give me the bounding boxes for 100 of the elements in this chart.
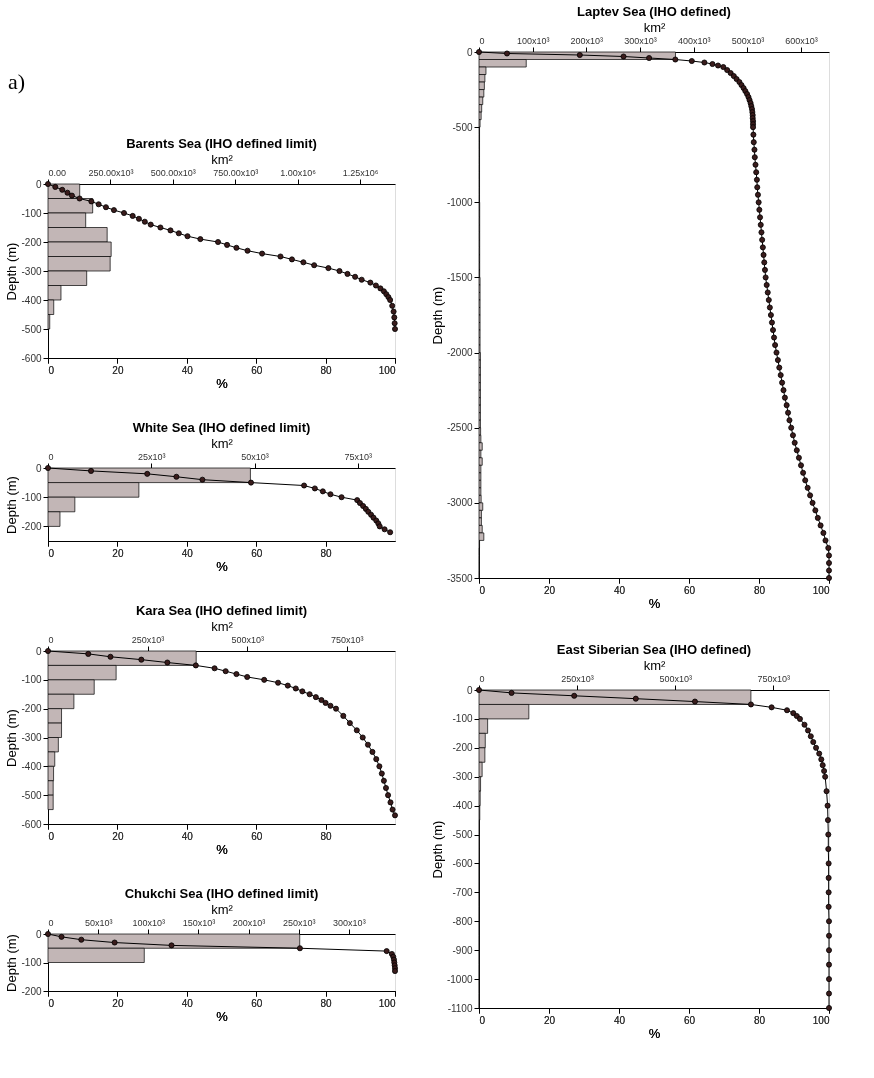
x-tick-label: 80 (753, 584, 766, 596)
x-axis-title: % (648, 595, 661, 611)
x-tick-label: 80 (320, 547, 333, 559)
x2-axis-title: km² (643, 657, 666, 673)
x-tick-label: 80 (753, 1014, 766, 1026)
x-tick-label: 60 (683, 1014, 696, 1026)
x-axis-title: % (648, 1025, 661, 1041)
chart-title: Kara Sea (IHO defined limit) (135, 603, 308, 618)
x2-axis-title: km² (211, 618, 234, 634)
x2-axis-title: km² (643, 19, 666, 35)
y-tick-label: -200 (21, 703, 42, 715)
x-axis-title: % (216, 1008, 229, 1024)
y-tick-label: -500 (452, 829, 473, 841)
x2-tick-label: 1.25x10⁶ (342, 167, 379, 178)
x2-tick-label: 75x10³ (344, 451, 373, 462)
chart-title: Chukchi Sea (IHO defined limit) (124, 886, 319, 901)
y-tick-label: -1500 (446, 271, 473, 283)
x2-tick-label: 25x10³ (138, 451, 166, 462)
y-axis-title: Depth (m) (429, 820, 445, 879)
x-axis-title: % (216, 558, 229, 574)
y-tick-label: -300 (21, 265, 42, 277)
y-tick-label: -300 (21, 732, 42, 743)
y-tick-label: -500 (21, 323, 42, 335)
x2-tick-label: 0 (48, 634, 54, 645)
y-tick-label: -100 (452, 713, 473, 725)
y-tick-label: -100 (21, 674, 42, 686)
y-tick-label: -1000 (446, 973, 473, 985)
x2-tick-label: 500x10³ (731, 35, 765, 46)
chart-title: Barents Sea (IHO defined limit) (126, 136, 317, 151)
x-tick-label: 40 (181, 364, 194, 376)
y-tick-label: -100 (21, 207, 42, 219)
x2-tick-label: 100x10³ (516, 35, 550, 46)
x-tick-label: 0 (479, 1014, 486, 1026)
y-tick-label: -800 (452, 915, 473, 927)
x2-tick-label: 400x10³ (677, 35, 711, 46)
x-tick-label: 20 (112, 547, 124, 559)
x-tick-label: 100 (812, 584, 830, 596)
x-tick-label: 0 (48, 364, 55, 376)
x-axis-title: % (216, 841, 229, 857)
x2-tick-label: 0.00 (48, 167, 67, 178)
x2-tick-label: 250x10³ (561, 673, 594, 684)
chart-title: East Siberian Sea (IHO defined) (556, 642, 752, 657)
x-tick-label: 60 (251, 364, 263, 376)
y-tick-label: -600 (21, 818, 42, 830)
x-tick-label: 40 (181, 830, 194, 842)
x-tick-label: 80 (320, 997, 333, 1009)
y-tick-label: 0 (35, 462, 42, 474)
x2-tick-label: 0 (479, 35, 485, 46)
x-tick-label: 60 (251, 997, 263, 1009)
y-axis-title: Depth (m) (4, 242, 20, 301)
x2-tick-label: 300x10³ (333, 917, 366, 928)
x-tick-label: 60 (683, 584, 696, 596)
y-tick-label: -300 (452, 771, 473, 783)
y-tick-label: -500 (452, 121, 473, 133)
y-tick-label: -400 (21, 760, 42, 772)
x2-tick-label: 250x10³ (131, 634, 165, 645)
x2-tick-label: 750.00x10³ (213, 167, 259, 178)
y-tick-label: -2500 (446, 422, 473, 434)
x2-tick-label: 50x10³ (84, 917, 113, 928)
y-axis-title: Depth (m) (4, 476, 20, 534)
x-tick-label: 100 (378, 997, 396, 1009)
x-tick-label: 20 (112, 997, 124, 1009)
text: a) (8, 69, 26, 94)
x-axis-title: % (216, 375, 229, 391)
y-axis-title: Depth (m) (429, 286, 445, 345)
x2-tick-label: 1.00x10⁶ (280, 167, 317, 178)
y-tick-label: -1100 (447, 1002, 473, 1014)
y-tick-label: 0 (466, 46, 473, 58)
x-tick-label: 20 (112, 830, 124, 842)
x2-tick-label: 300x10³ (624, 35, 657, 46)
x2-tick-label: 750x10³ (757, 673, 791, 684)
x2-tick-label: 500x10³ (659, 673, 692, 684)
x-tick-label: 0 (48, 830, 55, 842)
x-tick-label: 20 (112, 364, 124, 376)
chart-title: White Sea (IHO defined limit) (132, 420, 311, 435)
y-tick-label: -3500 (446, 572, 473, 584)
x2-axis-title: km² (211, 435, 234, 451)
x-tick-label: 60 (251, 547, 263, 559)
x2-tick-label: 750x10³ (331, 634, 364, 645)
y-tick-label: -500 (21, 789, 42, 801)
x-tick-label: 40 (613, 1014, 626, 1026)
y-tick-label: 0 (35, 645, 42, 657)
x2-axis-title: km² (211, 151, 234, 167)
y-tick-label: 0 (35, 928, 42, 940)
x2-tick-label: 100x10³ (132, 917, 166, 928)
x-tick-label: 0 (48, 547, 55, 559)
y-tick-label: -600 (21, 352, 42, 364)
x-tick-label: 80 (320, 830, 333, 842)
y-tick-label: -200 (21, 236, 42, 248)
y-tick-label: -100 (21, 491, 42, 503)
x2-tick-label: 600x10³ (785, 35, 818, 46)
x-tick-label: 40 (181, 547, 194, 559)
y-tick-label: -1000 (446, 196, 473, 208)
x-tick-label: 60 (251, 830, 263, 842)
x2-tick-label: 500.00x10³ (150, 167, 196, 178)
x2-tick-label: 150x10³ (182, 917, 216, 928)
y-axis-title: Depth (m) (4, 934, 20, 992)
x2-tick-label: 200x10³ (232, 917, 266, 928)
x2-tick-label: 250x10³ (282, 917, 316, 928)
y-tick-label: -400 (21, 294, 42, 306)
